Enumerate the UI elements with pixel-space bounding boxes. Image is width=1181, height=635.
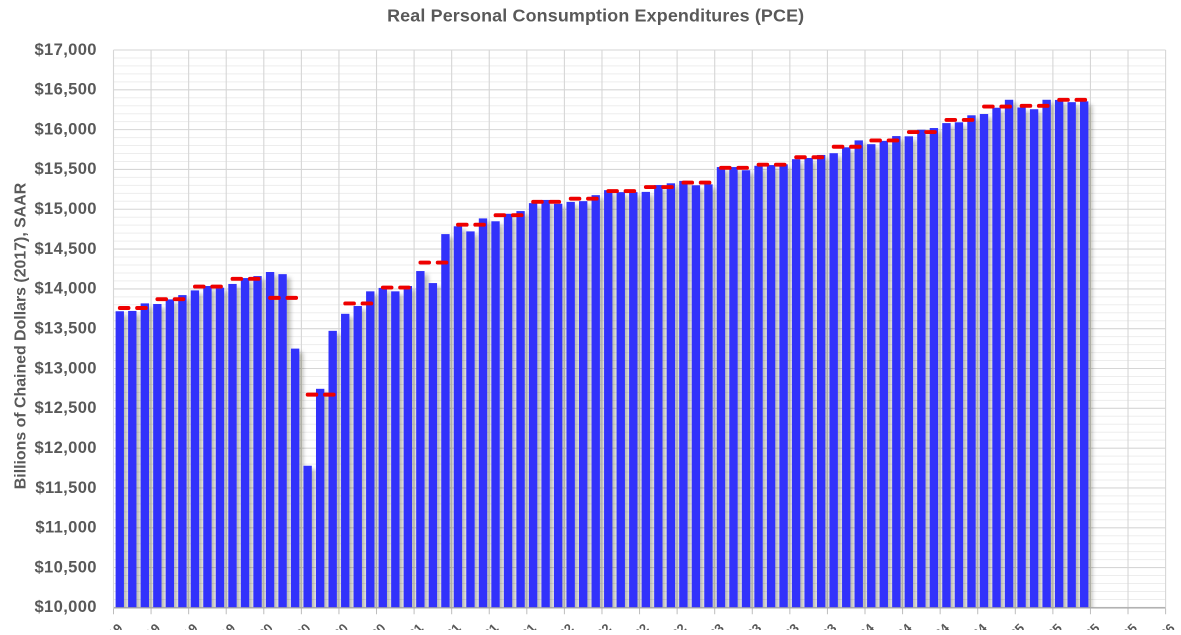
svg-text:$16,500: $16,500: [34, 80, 96, 99]
svg-text:$17,000: $17,000: [34, 40, 96, 59]
svg-text:$13,500: $13,500: [34, 319, 96, 338]
svg-text:$11,500: $11,500: [35, 478, 97, 497]
svg-text:$15,500: $15,500: [34, 159, 96, 178]
svg-text:Billions of Chained Dollars (2: Billions of Chained Dollars (2017), SAAR: [13, 182, 30, 489]
svg-text:$10,000: $10,000: [34, 597, 96, 616]
svg-text:$15,000: $15,000: [34, 199, 96, 218]
svg-text:$12,500: $12,500: [34, 398, 96, 417]
svg-text:$10,500: $10,500: [34, 557, 96, 576]
svg-text:$11,000: $11,000: [35, 518, 97, 537]
svg-text:$13,000: $13,000: [34, 358, 96, 377]
svg-text:$16,000: $16,000: [34, 119, 96, 138]
svg-text:$14,500: $14,500: [34, 239, 96, 258]
svg-text:Real Personal Consumption Expe: Real Personal Consumption Expenditures (…: [387, 6, 804, 26]
svg-text:$12,000: $12,000: [34, 438, 96, 457]
svg-text:$14,000: $14,000: [34, 279, 96, 298]
